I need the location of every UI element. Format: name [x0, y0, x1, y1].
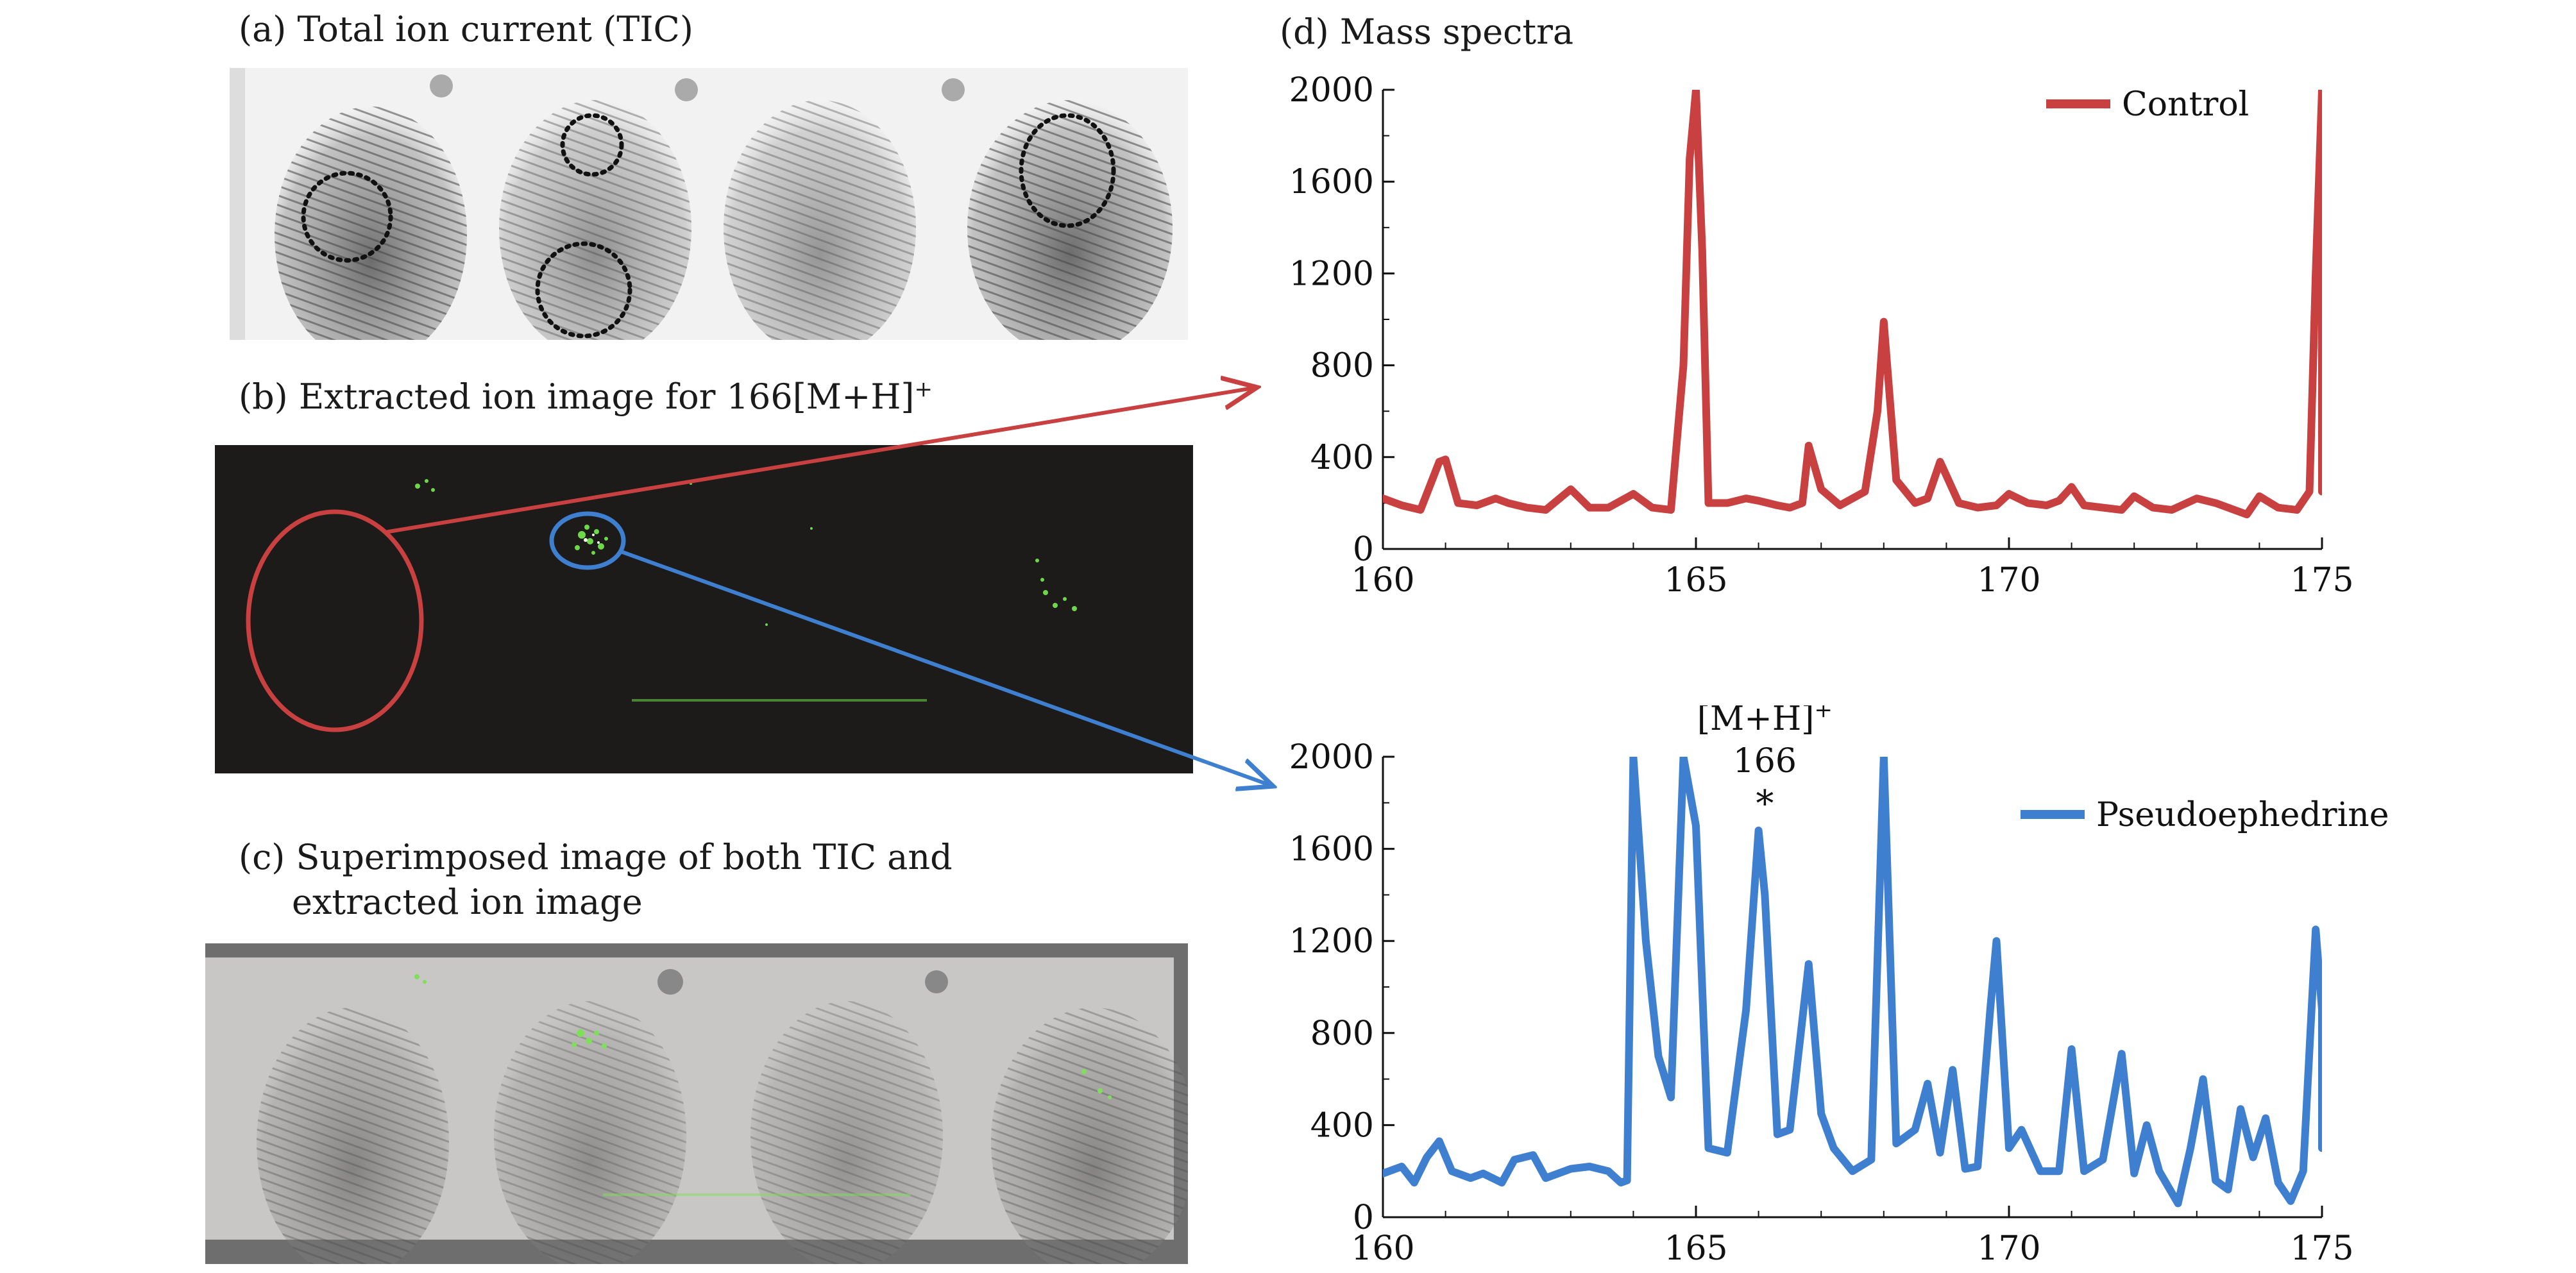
y-tick-label: 400	[1310, 1106, 1374, 1145]
pseudoephedrine-region-circle	[549, 511, 626, 570]
superimposed-fingerprints	[257, 969, 1188, 1264]
annotation-mass-label: 166	[1733, 742, 1797, 780]
y-tick-label: 0	[1353, 530, 1374, 569]
x-tick-label: 165	[1664, 1229, 1727, 1268]
x-tick-label: 170	[1977, 561, 2040, 600]
superimposed-green-signals	[414, 974, 1112, 1196]
control-axes: 0 400 800 1200 1600 2000 160 165 170 175	[1289, 71, 2354, 600]
extracted-ion-drawing	[215, 445, 1193, 773]
peak-annotation: [M+H]+ 166*	[1697, 705, 1833, 825]
control-arrow	[384, 387, 1257, 534]
x-tick-label: 160	[1351, 561, 1414, 600]
green-ion-signals	[415, 479, 1077, 702]
panel-c-label-line2: extracted ion image	[292, 882, 643, 922]
y-tick-label: 0	[1353, 1199, 1374, 1237]
y-tick-label: 1600	[1289, 163, 1374, 201]
series-line	[1383, 90, 2322, 519]
y-tick-label: 2000	[1289, 71, 1374, 110]
series-line	[1383, 757, 2322, 1208]
y-tick-label: 1200	[1289, 922, 1374, 961]
pseudoephedrine-series	[1383, 757, 2322, 1208]
legend-label: Control	[2122, 85, 2249, 124]
tic-dotted-circles	[301, 113, 1116, 339]
y-tick-label: 400	[1310, 439, 1374, 477]
extracted-ion-image	[215, 445, 1193, 773]
control-series	[1383, 90, 2322, 519]
x-tick-label: 175	[2290, 561, 2353, 600]
pseudoephedrine-legend: Pseudoephedrine	[2021, 796, 2389, 834]
y-tick-label: 2000	[1289, 738, 1374, 777]
x-tick-label: 165	[1664, 561, 1727, 600]
tic-image-drawing	[230, 68, 1188, 340]
annotation-superscript: +	[1814, 705, 1833, 723]
panel-a-label: (a) Total ion current (TIC)	[239, 9, 693, 49]
pseudoephedrine-arrow	[620, 550, 1273, 786]
control-spectrum-chart: 0 400 800 1200 1600 2000 160 165 170 175 Control	[1289, 71, 2354, 600]
control-legend: Control	[2046, 85, 2249, 124]
panel-d-label: (d) Mass spectra	[1280, 12, 1574, 52]
y-tick-label: 800	[1310, 1015, 1374, 1053]
x-tick-label: 160	[1351, 1229, 1414, 1268]
pseudoephedrine-spectrum-chart: 0 400 800 1200 1600 2000 160 165 170 175 Pseudoep…	[1289, 705, 2389, 1268]
annotation-marker: *	[1756, 783, 1774, 825]
annotation-ion-label: [M+H]+	[1697, 705, 1833, 738]
pseudoephedrine-axes: 0 400 800 1200 1600 2000 160 165 170 175	[1289, 738, 2354, 1268]
control-region-circle	[246, 509, 424, 732]
y-tick-label: 1200	[1289, 255, 1374, 293]
white-specks	[584, 534, 600, 544]
tic-image	[230, 68, 1188, 340]
superimposed-drawing	[205, 943, 1188, 1264]
tic-fingerprints	[230, 68, 1173, 340]
legend-label: Pseudoephedrine	[2096, 796, 2389, 834]
y-tick-label: 1600	[1289, 830, 1374, 869]
panel-b-label-superscript: +	[914, 376, 933, 402]
y-tick-label: 800	[1310, 347, 1374, 385]
panel-b-label: (b) Extracted ion image for 166[M+H]+	[239, 376, 933, 417]
panel-b-label-text: (b) Extracted ion image for 166[M+H]	[239, 376, 915, 417]
panel-c-label-line1: (c) Superimposed image of both TIC and	[239, 837, 953, 877]
x-tick-label: 170	[1977, 1229, 2040, 1268]
x-tick-label: 175	[2290, 1229, 2353, 1268]
superimposed-image	[205, 943, 1188, 1264]
